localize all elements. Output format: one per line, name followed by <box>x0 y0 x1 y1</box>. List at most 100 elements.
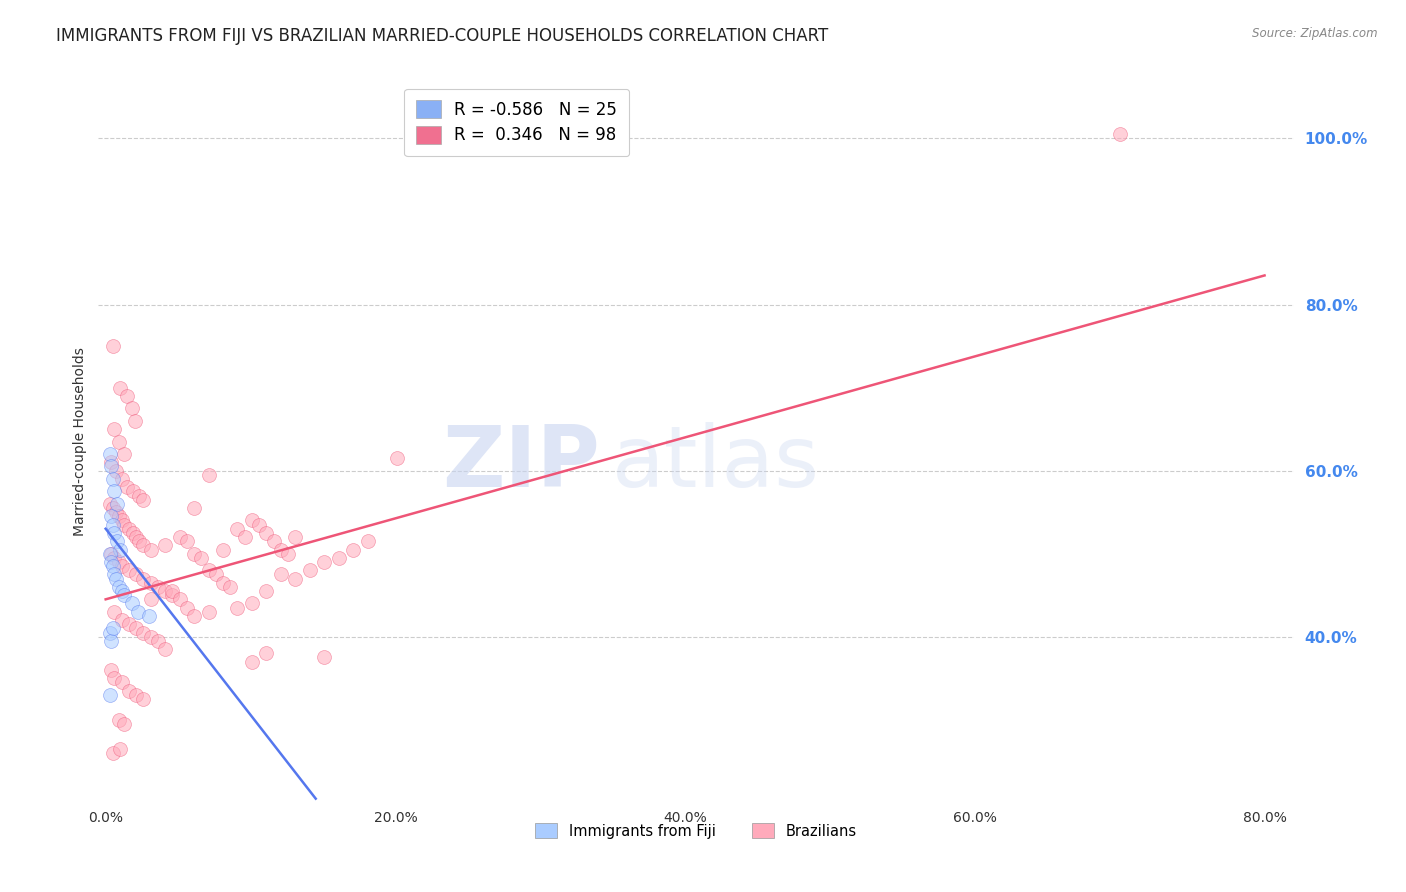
Point <box>132 538 155 552</box>
Point <box>110 613 132 627</box>
Point <box>103 525 125 540</box>
Point <box>110 584 132 599</box>
Point <box>153 642 176 657</box>
Point <box>121 597 143 611</box>
Point <box>101 621 124 635</box>
Point <box>247 517 270 532</box>
Point <box>100 547 122 561</box>
Point <box>114 717 136 731</box>
Point <box>132 492 155 507</box>
Point <box>183 547 205 561</box>
Point <box>100 455 122 469</box>
Point <box>146 633 169 648</box>
Point <box>107 580 129 594</box>
Point <box>103 605 125 619</box>
Point <box>108 741 131 756</box>
Point <box>110 675 132 690</box>
Point <box>169 530 191 544</box>
Point <box>219 580 242 594</box>
Point <box>146 580 169 594</box>
Point <box>110 559 132 574</box>
Point <box>357 534 380 549</box>
Point <box>226 600 249 615</box>
Point <box>122 525 145 540</box>
Point <box>256 646 278 660</box>
Point <box>103 422 125 436</box>
Point <box>117 480 139 494</box>
Point <box>100 509 122 524</box>
Point <box>122 484 145 499</box>
Point <box>385 451 408 466</box>
Point <box>117 389 139 403</box>
Point <box>128 534 150 549</box>
Point <box>101 500 124 515</box>
Point <box>190 550 212 565</box>
Point <box>314 650 336 665</box>
Point <box>118 683 141 698</box>
Point <box>212 542 235 557</box>
Point <box>110 472 132 486</box>
Point <box>108 380 131 394</box>
Point <box>105 497 128 511</box>
Point <box>176 600 198 615</box>
Point <box>183 500 205 515</box>
Point <box>139 575 162 590</box>
Point <box>270 567 292 582</box>
Y-axis label: Married-couple Households: Married-couple Households <box>73 347 87 536</box>
Point <box>100 633 122 648</box>
Point <box>114 588 136 602</box>
Point <box>107 434 129 449</box>
Point <box>101 517 124 532</box>
Point <box>1108 128 1130 142</box>
Point <box>263 534 285 549</box>
Text: atlas: atlas <box>613 422 820 505</box>
Point <box>124 414 146 428</box>
Point <box>103 484 125 499</box>
Point <box>256 584 278 599</box>
Point <box>98 447 121 461</box>
Point <box>100 555 122 569</box>
Point <box>132 692 155 706</box>
Point <box>104 464 127 478</box>
Point <box>277 547 299 561</box>
Text: Source: ZipAtlas.com: Source: ZipAtlas.com <box>1253 27 1378 40</box>
Point <box>328 550 350 565</box>
Point <box>103 567 125 582</box>
Point <box>107 509 129 524</box>
Point <box>183 609 205 624</box>
Point <box>104 505 127 519</box>
Point <box>197 467 219 482</box>
Point <box>100 663 122 677</box>
Point <box>114 447 136 461</box>
Point <box>125 621 148 635</box>
Point <box>98 625 121 640</box>
Point <box>240 513 263 527</box>
Point <box>118 617 141 632</box>
Point <box>101 339 124 353</box>
Point <box>128 489 150 503</box>
Point <box>103 550 125 565</box>
Point <box>118 563 141 577</box>
Point <box>240 655 263 669</box>
Point <box>125 530 148 544</box>
Point <box>98 497 121 511</box>
Point <box>139 630 162 644</box>
Point <box>162 588 184 602</box>
Point <box>118 522 141 536</box>
Point <box>127 605 149 619</box>
Point <box>176 534 198 549</box>
Point <box>125 688 148 702</box>
Point <box>139 592 162 607</box>
Point <box>104 572 127 586</box>
Point <box>233 530 256 544</box>
Text: ZIP: ZIP <box>443 422 600 505</box>
Point <box>107 713 129 727</box>
Text: IMMIGRANTS FROM FIJI VS BRAZILIAN MARRIED-COUPLE HOUSEHOLDS CORRELATION CHART: IMMIGRANTS FROM FIJI VS BRAZILIAN MARRIE… <box>56 27 828 45</box>
Point <box>342 542 364 557</box>
Point <box>98 688 121 702</box>
Point <box>298 563 321 577</box>
Point <box>108 542 131 557</box>
Point <box>204 567 226 582</box>
Point <box>132 625 155 640</box>
Point <box>226 522 249 536</box>
